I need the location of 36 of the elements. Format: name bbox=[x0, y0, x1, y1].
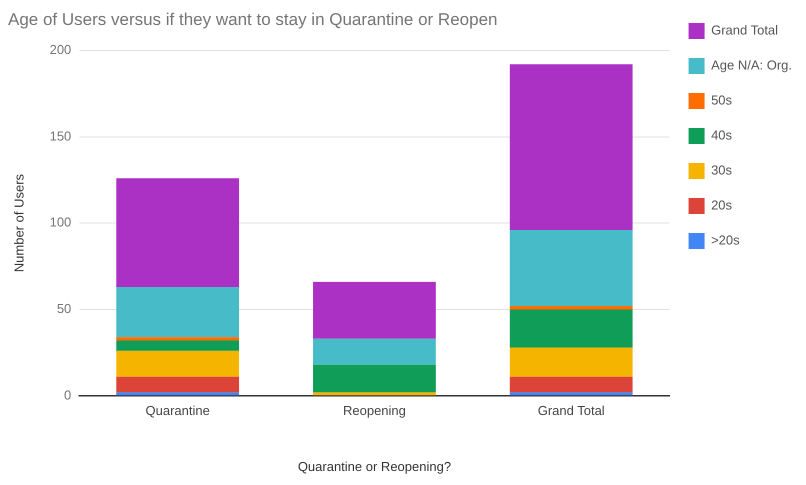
y-tick-label: 200 bbox=[50, 42, 72, 57]
x-axis-title: Quarantine or Reopening? bbox=[298, 458, 452, 474]
bar bbox=[116, 392, 240, 396]
bar bbox=[510, 306, 633, 310]
legend-label: 50s bbox=[711, 92, 733, 108]
legend-label: >20s bbox=[711, 232, 740, 248]
bar bbox=[313, 392, 436, 396]
bar bbox=[313, 364, 436, 392]
bar bbox=[510, 347, 633, 377]
bar bbox=[510, 230, 633, 306]
bar bbox=[116, 340, 240, 351]
bar bbox=[116, 287, 240, 338]
bar bbox=[313, 282, 436, 339]
y-tick-label: 0 bbox=[64, 387, 72, 402]
bar bbox=[510, 64, 633, 230]
bar bbox=[510, 309, 633, 348]
bar bbox=[313, 338, 436, 365]
y-tick-label: 100 bbox=[50, 214, 72, 230]
x-tick-label: Reopening bbox=[342, 403, 406, 418]
bar bbox=[116, 178, 240, 287]
legend-label: Grand Total bbox=[711, 22, 778, 38]
legend-label: 30s bbox=[711, 162, 733, 178]
legend-label: 40s bbox=[711, 128, 733, 143]
y-axis-title: Number of Users bbox=[11, 173, 26, 272]
x-tick-label: Grand Total bbox=[538, 403, 605, 418]
chart-title: Age of Users versus if they want to stay in Quarantine or Reopen bbox=[8, 10, 498, 29]
bar bbox=[510, 376, 633, 392]
x-tick-label: Quarantine bbox=[146, 403, 210, 418]
y-tick-label: 50 bbox=[56, 301, 72, 316]
bar bbox=[510, 392, 633, 396]
bar bbox=[116, 337, 240, 341]
bar bbox=[116, 350, 240, 377]
bar bbox=[116, 376, 240, 392]
legend-label: Age N/A: Org. bbox=[711, 58, 792, 73]
legend-label: 20s bbox=[711, 198, 733, 213]
y-tick-label: 150 bbox=[50, 128, 72, 144]
